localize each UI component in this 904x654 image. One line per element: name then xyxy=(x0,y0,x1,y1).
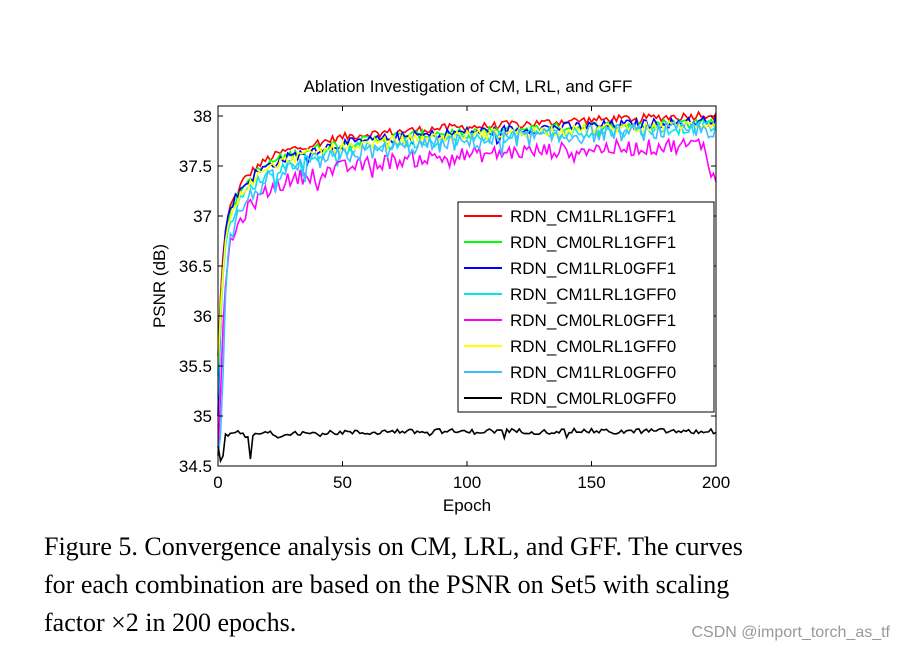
y-tick-label: 36.5 xyxy=(179,257,212,276)
caption-line-1: Figure 5. Convergence analysis on CM, LR… xyxy=(44,532,743,561)
legend-box xyxy=(457,201,715,413)
x-tick-label: 200 xyxy=(702,473,730,492)
legend-entry: RDN_CM1LRL0GFF0 xyxy=(510,363,676,382)
legend-entry: RDN_CM1LRL1GFF1 xyxy=(510,207,676,226)
y-axis-label: PSNR (dB) xyxy=(150,244,169,328)
y-tick-label: 35.5 xyxy=(179,357,212,376)
y-tick-label: 36 xyxy=(193,307,212,326)
y-tick-label: 37.5 xyxy=(179,157,212,176)
x-tick-label: 0 xyxy=(213,473,222,492)
series-line-rdn-cm0lrl0gff1 xyxy=(217,137,717,457)
legend-entry: RDN_CM1LRL1GFF0 xyxy=(510,285,676,304)
legend-entry: RDN_CM0LRL0GFF1 xyxy=(510,311,676,330)
y-axis: 34.5 35 35.5 36 36.5 37 37.5 38 xyxy=(179,107,716,476)
y-tick-label: 38 xyxy=(193,107,212,126)
x-tick-label: 50 xyxy=(333,473,352,492)
y-tick-label: 35 xyxy=(193,407,212,426)
caption-line-2: for each combination are based on the PS… xyxy=(44,570,730,599)
series-line-rdn-cm1lrl1gff0 xyxy=(217,119,717,397)
caption-line-3: factor ×2 in 200 epochs. xyxy=(44,608,297,637)
series-line-rdn-cm1lrl0gff0 xyxy=(217,119,717,457)
legend: RDN_CM1LRL1GFF1 RDN_CM0LRL1GFF1 RDN_CM1LRL… xyxy=(457,201,715,413)
legend-entry: RDN_CM1LRL0GFF1 xyxy=(510,259,676,278)
legend-entry: RDN_CM0LRL1GFF1 xyxy=(510,233,676,252)
chart-title: Ablation Investigation of CM, LRL, and G… xyxy=(304,77,633,96)
watermark: CSDN @import_torch_as_tf xyxy=(691,624,890,641)
series-line-rdn-cm0lrl0gff0 xyxy=(217,426,717,464)
x-axis: 0 50 100 150 200 xyxy=(213,106,730,492)
chart: Ablation Investigation of CM, LRL, and G… xyxy=(150,77,730,515)
y-tick-label: 34.5 xyxy=(179,457,212,476)
legend-entry: RDN_CM0LRL0GFF0 xyxy=(510,389,676,408)
y-tick-label: 37 xyxy=(193,207,212,226)
figure-caption: Figure 5. Convergence analysis on CM, LR… xyxy=(44,528,864,642)
x-axis-label: Epoch xyxy=(443,496,491,515)
legend-entry: RDN_CM0LRL1GFF0 xyxy=(510,337,676,356)
x-tick-label: 100 xyxy=(453,473,481,492)
x-tick-label: 150 xyxy=(577,473,605,492)
plot-series xyxy=(217,110,717,464)
